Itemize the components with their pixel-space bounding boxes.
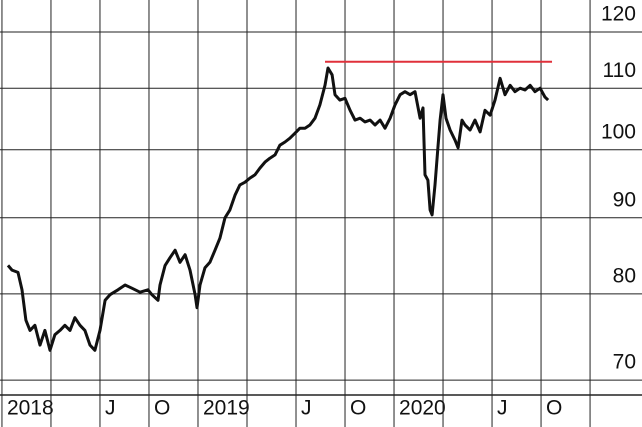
x-tick-label: 2020 xyxy=(399,397,446,420)
y-tick-label: 70 xyxy=(613,351,636,374)
x-tick-label: O xyxy=(154,397,170,420)
x-tick-label: J xyxy=(497,397,508,420)
y-tick-label: 120 xyxy=(601,3,636,26)
y-tick-label: 110 xyxy=(603,59,636,82)
x-tick-label: J xyxy=(301,397,312,420)
y-tick-label: 90 xyxy=(613,188,636,211)
x-tick-label: J xyxy=(105,397,116,420)
x-tick-label: O xyxy=(350,397,366,420)
y-tick-label: 100 xyxy=(601,120,636,143)
x-tick-label: 2018 xyxy=(7,397,54,420)
x-tick-label: O xyxy=(546,397,562,420)
x-tick-label: 2019 xyxy=(203,397,250,420)
y-tick-label: 80 xyxy=(613,264,636,287)
price-line xyxy=(6,66,550,352)
